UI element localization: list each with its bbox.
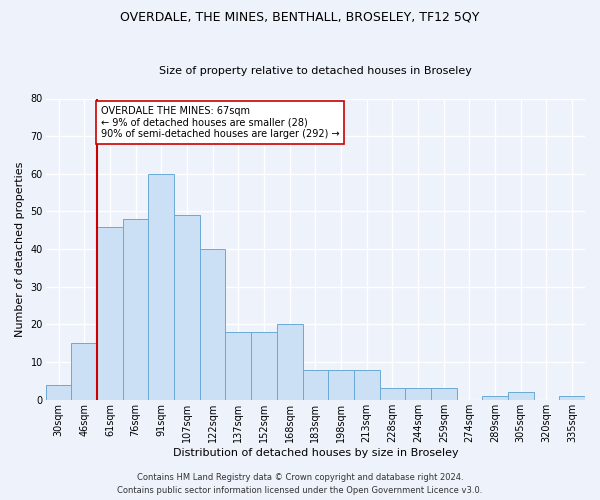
X-axis label: Distribution of detached houses by size in Broseley: Distribution of detached houses by size … <box>173 448 458 458</box>
Bar <box>328 370 354 400</box>
Bar <box>46 384 71 400</box>
Bar <box>200 249 226 400</box>
Title: Size of property relative to detached houses in Broseley: Size of property relative to detached ho… <box>159 66 472 76</box>
Bar <box>226 332 251 400</box>
Bar <box>277 324 302 400</box>
Bar <box>508 392 533 400</box>
Bar <box>431 388 457 400</box>
Bar <box>302 370 328 400</box>
Bar <box>482 396 508 400</box>
Text: OVERDALE THE MINES: 67sqm
← 9% of detached houses are smaller (28)
90% of semi-d: OVERDALE THE MINES: 67sqm ← 9% of detach… <box>101 106 340 139</box>
Bar <box>148 174 174 400</box>
Bar <box>174 216 200 400</box>
Bar <box>71 344 97 400</box>
Bar <box>405 388 431 400</box>
Y-axis label: Number of detached properties: Number of detached properties <box>15 162 25 337</box>
Text: Contains HM Land Registry data © Crown copyright and database right 2024.
Contai: Contains HM Land Registry data © Crown c… <box>118 474 482 495</box>
Bar <box>251 332 277 400</box>
Bar <box>354 370 380 400</box>
Bar <box>380 388 405 400</box>
Bar <box>97 226 123 400</box>
Bar <box>559 396 585 400</box>
Bar <box>123 219 148 400</box>
Text: OVERDALE, THE MINES, BENTHALL, BROSELEY, TF12 5QY: OVERDALE, THE MINES, BENTHALL, BROSELEY,… <box>121 10 479 23</box>
